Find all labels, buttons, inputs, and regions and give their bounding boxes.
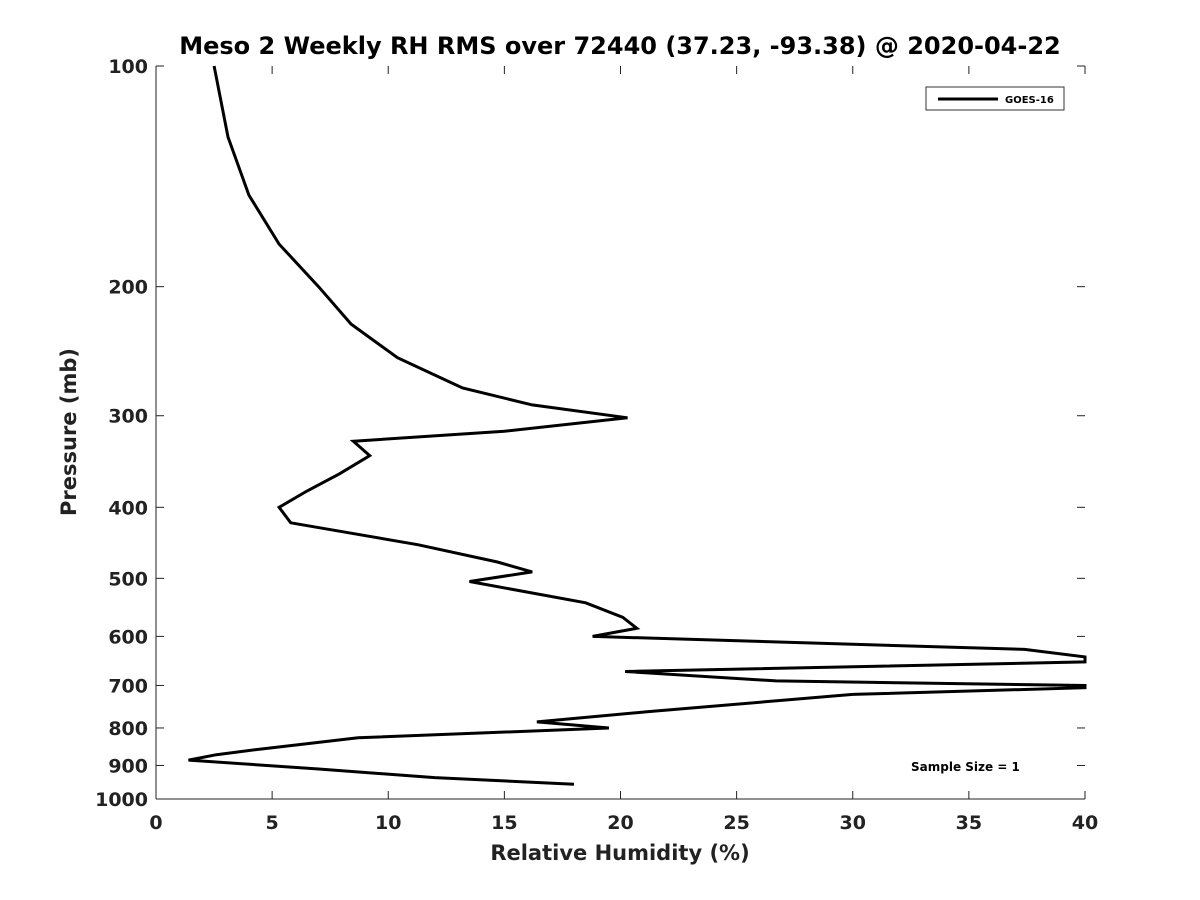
- y-tick-label: 200: [108, 277, 148, 299]
- y-tick-label: 600: [108, 626, 148, 648]
- y-tick-label: 1000: [95, 789, 148, 811]
- y-tick-label: 700: [108, 675, 148, 697]
- x-tick-label: 20: [607, 812, 633, 834]
- y-tick-label: 100: [108, 56, 148, 78]
- y-tick-label: 400: [108, 497, 148, 519]
- x-tick-label: 40: [1072, 812, 1098, 834]
- x-tick-label: 35: [956, 812, 982, 834]
- chart-title: Meso 2 Weekly RH RMS over 72440 (37.23, …: [179, 32, 1061, 60]
- plot-area: [155, 66, 1085, 800]
- x-tick-label: 25: [723, 812, 749, 834]
- y-axis-label: Pressure (mb): [57, 348, 81, 516]
- x-tick-label: 10: [375, 812, 401, 834]
- sample-size-annotation: Sample Size = 1: [911, 760, 1020, 774]
- x-axis-label: Relative Humidity (%): [490, 841, 749, 865]
- plot-background: [156, 66, 1085, 799]
- y-tick-label: 900: [108, 755, 148, 777]
- y-tick-label: 800: [108, 718, 148, 740]
- x-tick-label: 15: [491, 812, 517, 834]
- legend-label-goes-16: GOES-16: [1005, 95, 1054, 106]
- x-tick-label: 0: [149, 812, 162, 834]
- x-tick-label: 5: [266, 812, 279, 834]
- y-axis-ticks: 100 200 300 400 500 600 700 800 900 1000: [95, 56, 1085, 811]
- series-layer: [188, 65, 1087, 786]
- y-tick-label: 300: [108, 406, 148, 428]
- y-tick-label: 500: [108, 568, 148, 590]
- x-tick-label: 30: [840, 812, 866, 834]
- legend: GOES-16: [925, 86, 1065, 111]
- x-axis-ticks: 0 5 10 15 20 25 30 35 40: [149, 66, 1098, 834]
- series-line-goes-16: [188, 65, 1087, 786]
